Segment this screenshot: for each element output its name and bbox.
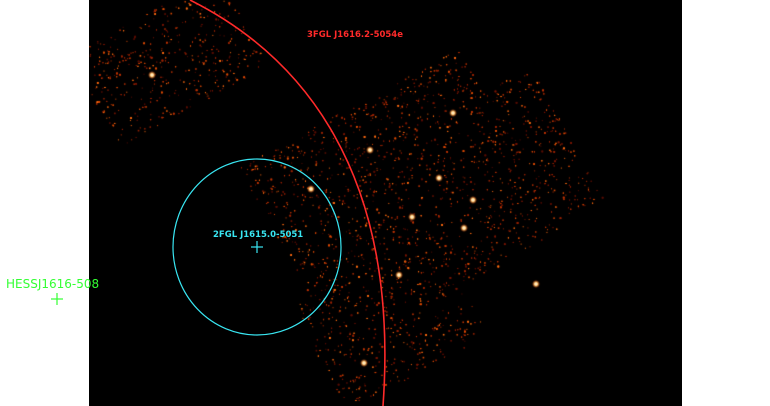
hess-label: HESSJ1616-508 [6, 277, 99, 291]
photon-count-canvas [89, 0, 682, 406]
xray-sky-image [89, 0, 682, 406]
